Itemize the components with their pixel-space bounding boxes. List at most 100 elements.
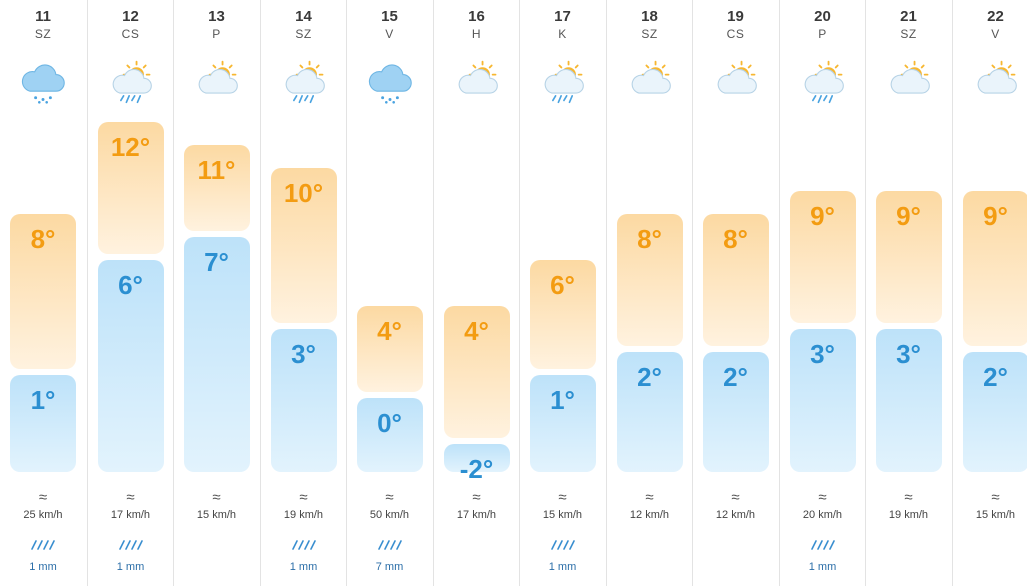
wind-icon: ≈ — [385, 489, 394, 506]
min-temp: -2° — [459, 454, 494, 484]
day-column: 20 P 9° 3° ≈20 km/h 1 mm — [779, 0, 865, 586]
wind-speed: 20 km/h — [802, 509, 843, 521]
day-date: 18 — [641, 8, 658, 25]
rain-icon — [31, 540, 55, 550]
min-temp-bar: 2° — [702, 352, 769, 472]
day-column: 14 SZ 10° 3° ≈19 km/h 1 mm — [260, 0, 346, 586]
min-temp: 3° — [896, 339, 921, 369]
max-temp: 8° — [723, 224, 748, 254]
wind-icon: ≈ — [126, 489, 135, 506]
max-temp-bar: 9° — [789, 191, 856, 323]
day-date: 11 — [35, 8, 51, 25]
sun-cloud-icon — [198, 60, 238, 94]
min-temp-bar: 6° — [97, 260, 164, 472]
day-column: 17 K 6° 1° ≈15 km/h 1 mm — [519, 0, 605, 586]
min-temp: 2° — [983, 362, 1008, 392]
max-temp: 4° — [377, 316, 402, 346]
min-temp-bar: 3° — [789, 329, 856, 472]
precipitation: 1 mm — [808, 561, 837, 573]
wind-speed: 17 km/h — [110, 509, 151, 521]
max-temp: 9° — [810, 201, 835, 231]
min-temp: 2° — [637, 362, 662, 392]
sun-cloud-icon — [458, 60, 498, 94]
min-temp-bar: -2° — [443, 444, 510, 484]
day-date: 22 — [987, 8, 1004, 25]
rain-cloud-icon — [368, 64, 412, 104]
min-temp: 2° — [723, 362, 748, 392]
min-temp: 1° — [550, 385, 575, 415]
wind-icon: ≈ — [904, 489, 913, 506]
wind-icon: ≈ — [558, 489, 567, 506]
sun-cloud-rain-icon — [112, 60, 152, 104]
min-temp-bar: 3° — [270, 329, 337, 472]
sun-cloud-icon — [631, 60, 671, 94]
rain-cloud-icon — [21, 64, 65, 104]
sun-cloud-rain-icon — [285, 60, 325, 104]
sun-cloud-rain-icon — [544, 60, 584, 104]
day-weekday: CS — [726, 27, 745, 41]
max-temp: 10° — [283, 178, 324, 208]
precipitation: 7 mm — [375, 561, 404, 573]
day-date: 21 — [900, 8, 917, 25]
day-date: 13 — [208, 8, 225, 25]
rain-icon — [550, 540, 575, 550]
day-weekday: P — [212, 27, 221, 41]
min-temp-bar: 1° — [529, 375, 596, 472]
precipitation: 1 mm — [289, 561, 318, 573]
rain-icon — [291, 540, 316, 550]
day-date: 17 — [554, 8, 571, 25]
min-temp: 7° — [204, 247, 229, 277]
wind-speed: 25 km/h — [23, 509, 63, 521]
day-date: 15 — [381, 8, 398, 25]
max-temp-bar: 11° — [183, 145, 250, 231]
day-date: 16 — [468, 8, 485, 25]
day-weekday: SZ — [641, 27, 658, 41]
day-weekday: SZ — [900, 27, 917, 41]
min-temp-bar: 1° — [10, 375, 76, 472]
min-temp: 3° — [810, 339, 835, 369]
max-temp: 9° — [896, 201, 921, 231]
min-temp: 0° — [377, 408, 402, 438]
max-temp: 12° — [110, 132, 151, 162]
day-date: 12 — [122, 8, 139, 25]
day-weekday: SZ — [295, 27, 312, 41]
day-column: 19 CS 8° 2° ≈12 km/h — [692, 0, 778, 586]
max-temp: 8° — [637, 224, 662, 254]
day-date: 14 — [295, 8, 312, 25]
wind-speed: 12 km/h — [715, 509, 756, 521]
day-weekday: P — [818, 27, 827, 41]
sun-cloud-icon — [977, 60, 1017, 94]
wind-speed: 15 km/h — [975, 509, 1016, 521]
wind-icon: ≈ — [472, 489, 481, 506]
day-date: 20 — [814, 8, 831, 25]
precipitation: 1 mm — [29, 561, 57, 573]
max-temp: 11° — [197, 155, 236, 185]
wind-icon: ≈ — [299, 489, 308, 506]
max-temp-bar: 6° — [529, 260, 596, 369]
wind-speed: 15 km/h — [542, 509, 583, 521]
precipitation: 1 mm — [548, 561, 577, 573]
min-temp: 1° — [30, 385, 56, 415]
wind-speed: 12 km/h — [629, 509, 670, 521]
wind-icon: ≈ — [991, 489, 1000, 506]
wind-speed: 50 km/h — [369, 509, 410, 521]
day-column: 21 SZ 9° 3° ≈19 km/h — [865, 0, 951, 586]
day-date: 19 — [727, 8, 744, 25]
day-column: 22 V 9° 2° ≈15 km/h — [952, 0, 1027, 586]
day-weekday: CS — [121, 27, 140, 41]
min-temp-bar: 2° — [962, 352, 1027, 472]
rain-icon — [810, 540, 835, 550]
min-temp: 3° — [291, 339, 316, 369]
precipitation: 1 mm — [116, 561, 145, 573]
day-column: 11 SZ 8° 1° ≈25 km/h 1 mm — [0, 0, 86, 586]
day-column: 16 H 4° -2° ≈17 km/h — [433, 0, 519, 586]
max-temp: 8° — [30, 224, 56, 254]
max-temp-bar: 9° — [875, 191, 942, 323]
max-temp-bar: 8° — [616, 214, 683, 346]
day-column: 12 CS 12° 6° ≈17 km/h 1 mm — [87, 0, 173, 586]
wind-speed: 17 km/h — [456, 509, 497, 521]
day-weekday: V — [991, 27, 1000, 41]
max-temp: 9° — [983, 201, 1008, 231]
wind-speed: 19 km/h — [283, 509, 324, 521]
